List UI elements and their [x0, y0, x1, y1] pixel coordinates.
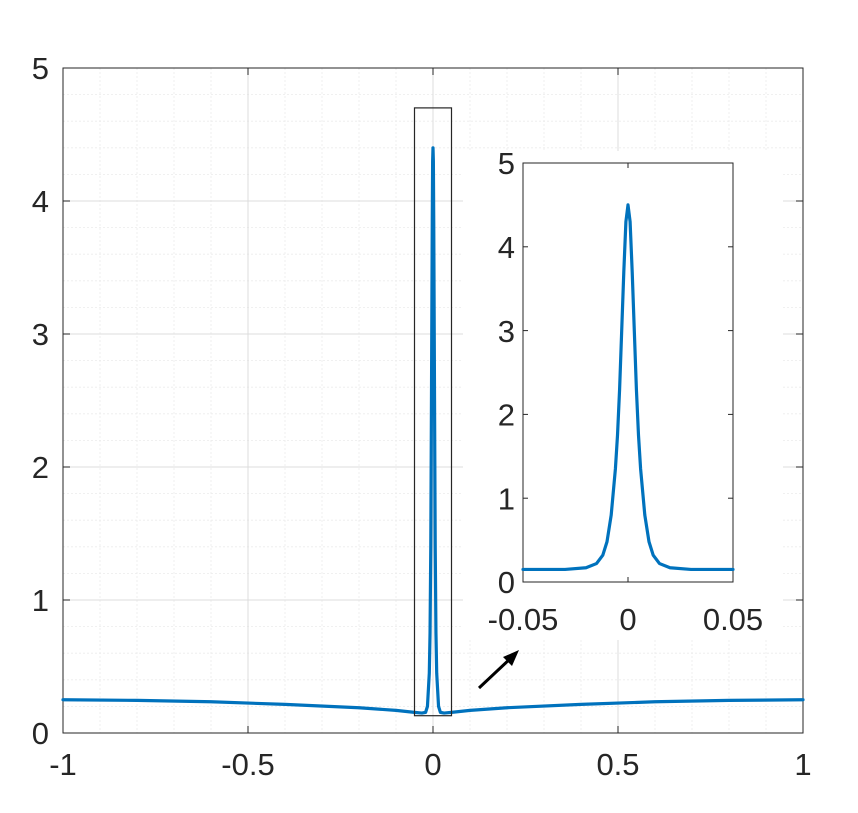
x-tick-label: 0: [424, 747, 441, 782]
x-tick-label: -0.05: [488, 602, 559, 637]
series-line: [61, 146, 805, 715]
x-tick-label: -1: [49, 747, 77, 782]
x-tick-label: 0: [619, 602, 636, 637]
arrow-shaft: [477, 655, 514, 690]
arrow-head: [503, 650, 519, 666]
x-tick-label: 0.05: [703, 602, 763, 637]
y-tick-label: 1: [32, 583, 49, 618]
y-tick-label: 5: [498, 146, 515, 181]
x-tick-label: -0.5: [221, 747, 274, 782]
zoom-arrow: [477, 650, 519, 690]
y-tick-label: 3: [32, 317, 49, 352]
y-tick-label: 4: [32, 184, 49, 219]
y-tick-label: 3: [498, 314, 515, 349]
y-tick-label: 1: [498, 481, 515, 516]
y-tick-label: 0: [32, 716, 49, 751]
y-tick-label: 0: [498, 565, 515, 600]
y-tick-label: 2: [498, 398, 515, 433]
y-tick-label: 2: [32, 450, 49, 485]
y-tick-label: 5: [32, 51, 49, 86]
x-tick-label: 1: [794, 747, 811, 782]
inset-background: [463, 151, 783, 640]
zoom-region-box: [413, 107, 453, 717]
x-tick-label: 0.5: [596, 747, 639, 782]
series-line: [521, 203, 735, 572]
y-tick-label: 4: [498, 230, 515, 265]
